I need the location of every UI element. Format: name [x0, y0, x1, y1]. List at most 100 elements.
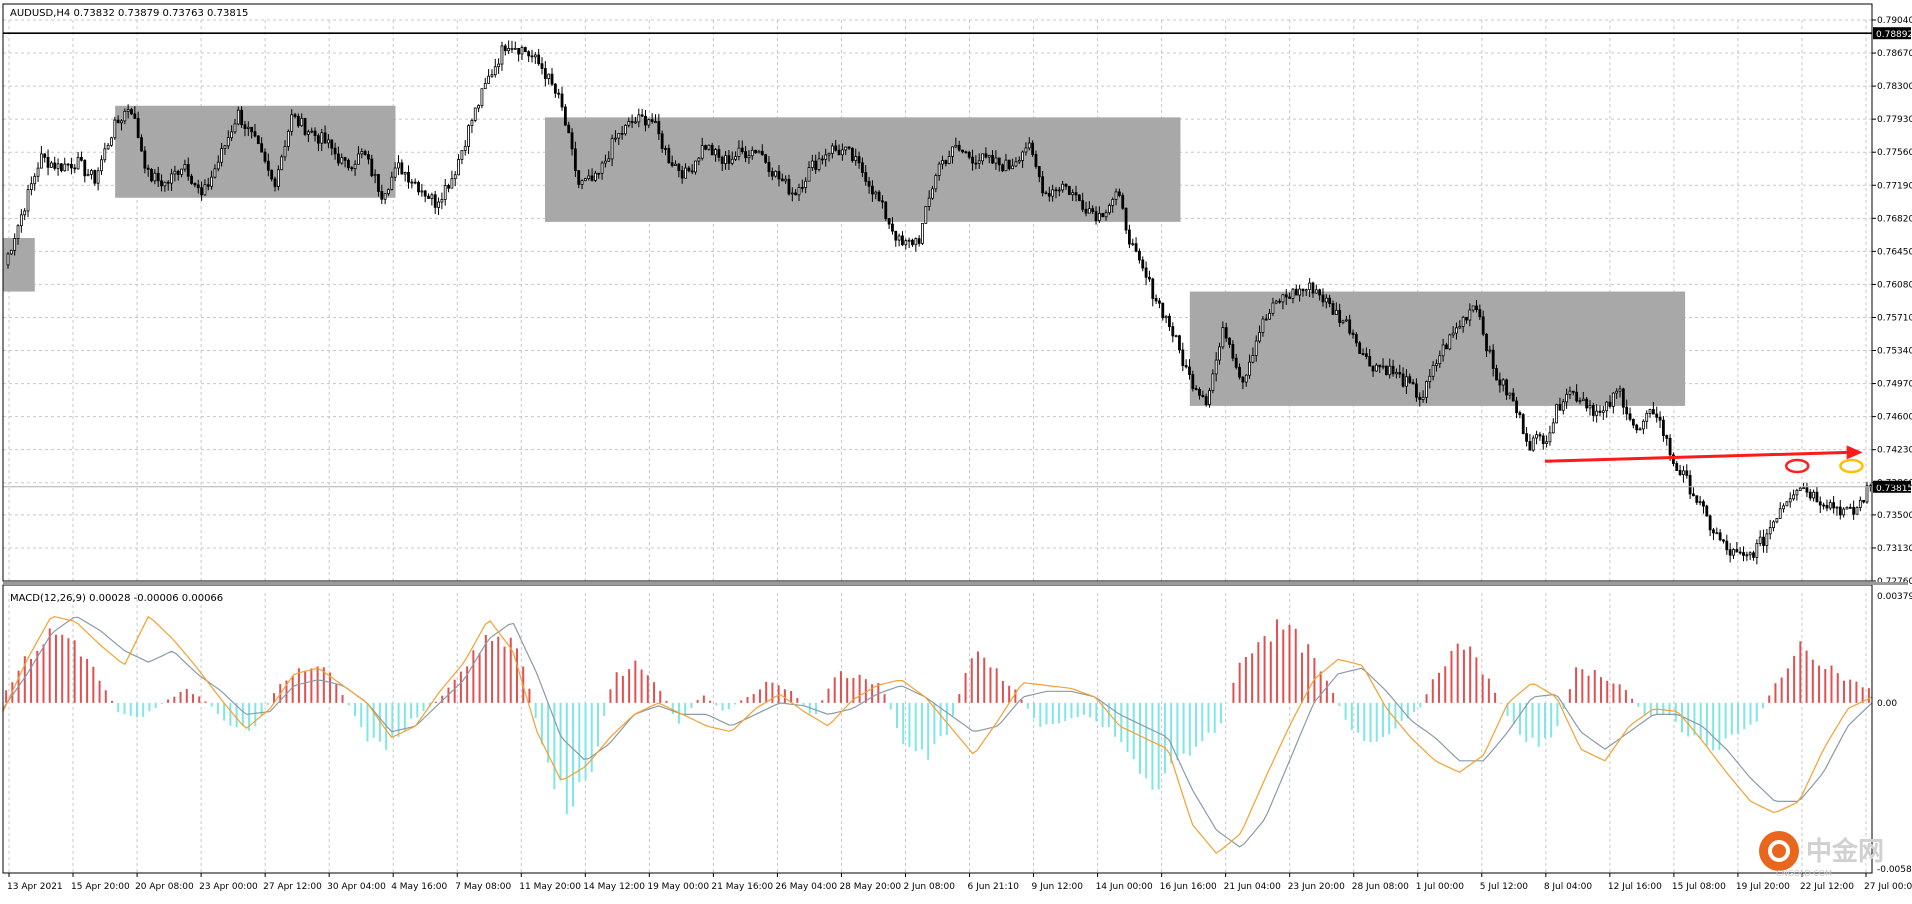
candle-body [1832, 502, 1836, 509]
candle-body [276, 169, 280, 187]
candle-body [1138, 250, 1141, 261]
x-tick-label: 5 Jul 12:00 [1480, 882, 1529, 892]
candle-body [1718, 532, 1722, 541]
x-tick-label: 13 Apr 2021 [7, 882, 63, 892]
candle-body [1465, 316, 1468, 321]
candle-body [120, 120, 123, 124]
candle-body [684, 167, 687, 179]
candle-body [1411, 382, 1415, 385]
candle-body [223, 145, 227, 149]
candle-body [1695, 495, 1699, 503]
candle-body [210, 176, 213, 187]
candle-body [1668, 437, 1672, 456]
y-tick-label: 0.79040 [1877, 16, 1912, 26]
candle-body [654, 121, 657, 123]
candle-body [1818, 501, 1822, 506]
candle-body [400, 162, 404, 175]
y-tick-label: 0.76450 [1877, 247, 1912, 257]
candle-body [347, 159, 350, 169]
candle-body [857, 156, 861, 164]
candle-body [1258, 332, 1261, 342]
candle-body [1154, 298, 1158, 302]
candle-body [1548, 432, 1552, 443]
candle-body [797, 186, 801, 196]
candle-body [333, 147, 337, 155]
candle-body [6, 253, 10, 266]
candle-body [1431, 365, 1435, 377]
candle-body [1475, 305, 1478, 311]
candle-body [1525, 433, 1528, 442]
candle-body [49, 162, 53, 168]
candle-body [1351, 332, 1355, 335]
candle-body [1862, 499, 1866, 503]
x-tick-label: 27 Apr 12:00 [263, 882, 322, 892]
price-level-tag [1873, 480, 1911, 493]
x-tick-label: 21 Jun 04:00 [1224, 882, 1281, 892]
candle-body [1148, 276, 1151, 280]
candle-body [937, 163, 941, 176]
candle-body [1651, 409, 1655, 415]
candle-body [984, 153, 988, 158]
x-tick-label: 20 Apr 08:00 [135, 882, 194, 892]
candle-body [1141, 259, 1145, 269]
candle-body [230, 131, 234, 139]
candle-body [1858, 499, 1862, 508]
candle-body [864, 172, 868, 182]
candle-body [1251, 355, 1255, 363]
candle-body [1248, 361, 1251, 376]
candle-body [1234, 357, 1238, 368]
candle-body [1288, 296, 1292, 299]
candle-body [1581, 398, 1585, 402]
candle-body [340, 157, 344, 164]
macd-main-line [2, 615, 1873, 854]
candle-body [1558, 404, 1562, 411]
candle-body [9, 249, 13, 255]
candle-body [874, 191, 878, 195]
candle-body [123, 111, 127, 122]
candle-body [170, 173, 173, 184]
candle-body [196, 184, 200, 189]
x-tick-label: 9 Jun 12:00 [1032, 882, 1084, 892]
candle-body [690, 170, 694, 173]
candle-body [784, 178, 788, 182]
candle-body [944, 160, 948, 164]
candle-body [450, 178, 454, 189]
candle-body [1314, 289, 1318, 294]
candle-body [1278, 300, 1281, 303]
candle-body [1618, 388, 1622, 392]
symbol-info: AUDUSD,H4 0.73832 0.73879 0.73763 0.7381… [10, 8, 248, 19]
candle-body [437, 201, 440, 208]
candle-body [1798, 487, 1802, 491]
candle-body [70, 163, 73, 169]
candle-body [1034, 154, 1038, 167]
candle-body [1188, 366, 1191, 375]
candle-body [1822, 504, 1826, 507]
candle-body [1301, 288, 1305, 292]
candle-body [921, 222, 924, 244]
candle-body [977, 160, 981, 164]
arrow-line [1544, 450, 1849, 463]
x-tick-label: 15 Apr 20:00 [71, 882, 130, 892]
candle-body [1074, 192, 1078, 196]
candle-body [877, 191, 881, 202]
candle-body [256, 135, 260, 145]
candle-body [1441, 344, 1445, 357]
price-level-label: 0.78892 [1876, 30, 1912, 40]
candle-body [113, 119, 117, 139]
candle-body [1114, 191, 1118, 200]
watermark-logo-icon [1759, 831, 1799, 871]
candle-body [73, 167, 77, 170]
candle-body [1575, 391, 1579, 402]
candle-body [480, 88, 484, 106]
candle-body [610, 138, 614, 160]
candle-body [1755, 543, 1759, 558]
candle-body [617, 132, 621, 139]
candle-body [186, 164, 190, 177]
candle-body [39, 153, 43, 169]
candle-body [881, 200, 884, 203]
candle-body [183, 164, 187, 170]
candle-body [1451, 332, 1455, 336]
candle-body [1131, 243, 1135, 246]
